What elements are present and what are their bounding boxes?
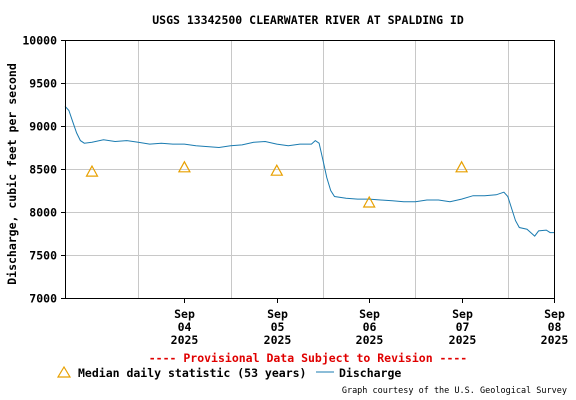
discharge-series-line [64, 105, 554, 237]
x-tick-label: 07 [456, 320, 470, 334]
y-axis-label: Discharge, cubic feet per second [5, 63, 19, 285]
x-tick-label: 2025 [541, 333, 569, 347]
y-tick-label: 8000 [29, 206, 57, 220]
credit-text: Graph courtesy of the U.S. Geological Su… [342, 386, 567, 396]
y-tick-label: 10000 [22, 34, 57, 48]
median-statistic-point [455, 160, 469, 173]
chart-title: USGS 13342500 CLEARWATER RIVER AT SPALDI… [152, 13, 464, 27]
x-tick-label: Sep [267, 307, 288, 321]
y-tick-label: 7000 [29, 292, 57, 306]
x-axis-ticks: Sep042025Sep052025Sep062025Sep072025Sep0… [171, 298, 569, 347]
y-tick-label: 8500 [29, 163, 57, 177]
median-statistic-point [177, 160, 191, 173]
y-tick-label: 9000 [29, 120, 57, 134]
x-tick-label: Sep [452, 307, 473, 321]
x-tick-label: Sep [174, 307, 195, 321]
x-tick-label: 2025 [264, 333, 292, 347]
legend: Median daily statistic (53 years) Discha… [56, 365, 401, 380]
x-tick-label: 2025 [356, 333, 384, 347]
legend-discharge-label: Discharge [339, 366, 401, 380]
grid-lines [65, 40, 554, 298]
y-axis-ticks: 7000 7500 8000 8500 9000 9500 10000 [22, 34, 65, 306]
provisional-note: ---- Provisional Data Subject to Revisio… [149, 351, 468, 365]
median-statistic-point [85, 164, 99, 177]
legend-median-label: Median daily statistic (53 years) [78, 366, 306, 380]
median-statistic-point [362, 195, 376, 208]
x-tick-label: 04 [178, 320, 192, 334]
plot-border [65, 40, 555, 299]
median-statistic-point [270, 163, 284, 176]
y-tick-label: 9500 [29, 77, 57, 91]
x-tick-label: 05 [271, 320, 285, 334]
x-tick-label: 06 [363, 320, 377, 334]
x-tick-label: Sep [359, 307, 380, 321]
x-tick-label: 08 [548, 320, 562, 334]
x-tick-label: 2025 [171, 333, 199, 347]
plot-area [64, 105, 554, 237]
x-tick-label: 2025 [449, 333, 477, 347]
x-tick-label: Sep [544, 307, 565, 321]
legend-triangle-icon [56, 365, 72, 378]
y-tick-label: 7500 [29, 249, 57, 263]
